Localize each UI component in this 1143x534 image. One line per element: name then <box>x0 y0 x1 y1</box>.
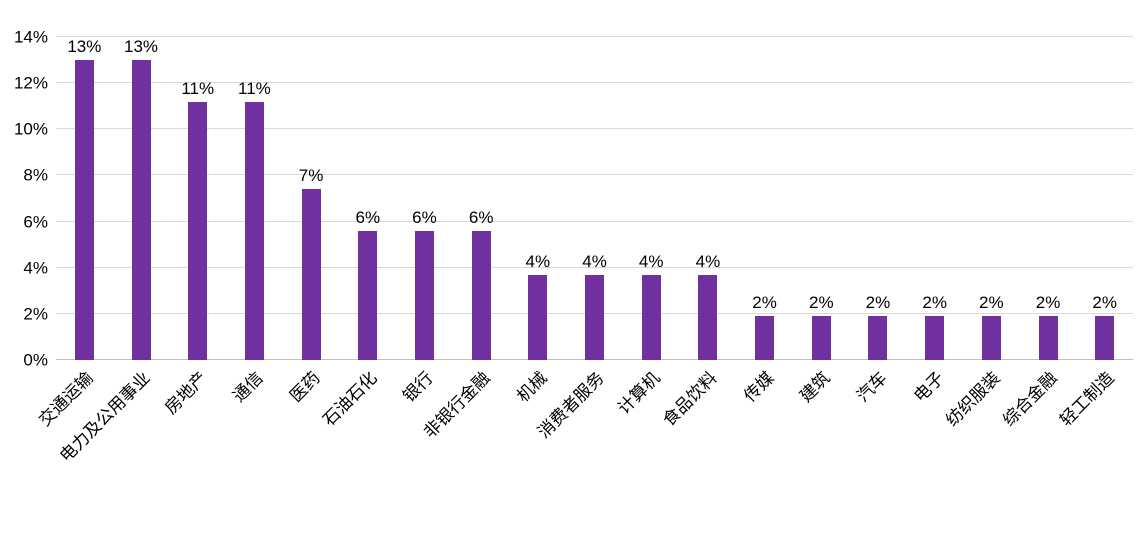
category-label: 机械 <box>513 368 551 406</box>
y-tick-label: 14% <box>13 27 48 47</box>
bar-value-label: 2% <box>865 293 891 313</box>
category-label: 汽车 <box>853 368 891 406</box>
gridline <box>56 266 1133 268</box>
bar-value-label: 13% <box>67 37 102 57</box>
bar <box>301 189 321 360</box>
bar-column: 2% 综合金融 <box>999 37 1077 430</box>
bar-value-label: 2% <box>752 293 777 313</box>
category-label: 医药 <box>286 368 324 406</box>
category-label: 传媒 <box>739 368 778 406</box>
bar-value-label: 4% <box>695 251 721 271</box>
bar <box>868 316 888 360</box>
bar-column: 2% 电子 <box>906 37 963 406</box>
bar <box>131 60 151 360</box>
y-axis: 0% 2% 4% 6% 8% 10% 12% 14% <box>0 29 56 369</box>
bar-column: 2% 纺织服装 <box>943 37 1020 430</box>
category-label: 石油石化 <box>318 368 381 430</box>
bar-value-label: 6% <box>412 207 437 227</box>
bar <box>188 101 208 360</box>
bar-value-label: 4% <box>582 251 607 271</box>
bar <box>811 316 831 360</box>
bar <box>1038 316 1058 360</box>
category-label: 纺织服装 <box>942 368 1005 430</box>
bar <box>471 230 491 360</box>
bar <box>925 316 945 360</box>
bar <box>981 316 1001 360</box>
bar <box>74 60 94 360</box>
bar-column: 2% 传媒 <box>736 37 793 406</box>
bar <box>244 101 264 360</box>
gridline <box>56 82 1133 84</box>
bar-value-label: 4% <box>525 251 551 271</box>
bar-column: 6% 非银行金融 <box>420 37 510 442</box>
y-tick-label: 12% <box>13 73 48 93</box>
bar-value-label: 2% <box>1035 293 1061 313</box>
bar <box>755 316 775 360</box>
bar-column: 4% 食品饮料 <box>659 37 737 430</box>
gridline <box>56 220 1133 222</box>
y-tick-label: 6% <box>23 212 48 232</box>
y-tick-label: 8% <box>23 165 48 185</box>
bar-value-label: 11% <box>181 78 215 98</box>
bar-value-label: 2% <box>979 293 1004 313</box>
bar-value-label: 4% <box>638 251 664 271</box>
bar-column: 4% 机械 <box>510 37 567 406</box>
bar-column: 7% 医药 <box>283 37 340 405</box>
bar-value-label: 6% <box>468 207 494 227</box>
bar-column: 2% 建筑 <box>793 37 850 406</box>
bar-value-label: 2% <box>808 293 834 313</box>
bar-value-label: 7% <box>298 166 324 186</box>
y-tick-label: 4% <box>23 258 48 278</box>
plot-area: 13% 交通运输 13% 电力及公用事业 11% 房地产 11% 通信 7% 医药 6% 石油石化 6%… <box>36 36 1133 466</box>
category-label: 食品饮料 <box>659 368 721 430</box>
bar <box>358 230 378 360</box>
category-label: 计算机 <box>614 368 664 418</box>
bar-column: 11% 房地产 <box>161 37 226 418</box>
bar-value-label: 11% <box>238 78 271 98</box>
category-label: 建筑 <box>796 368 835 406</box>
bar-value-label: 6% <box>355 207 381 227</box>
bar <box>414 230 434 360</box>
bar-column: 6% 石油石化 <box>319 37 396 430</box>
y-tick-label: 2% <box>23 304 48 324</box>
bar-column: 13% 交通运输 <box>36 37 113 430</box>
bar-column: 11% 通信 <box>226 37 283 406</box>
bar-value-label: 13% <box>124 37 159 57</box>
bar-column: 13% 电力及公用事业 <box>56 37 170 466</box>
bar-column: 2% 汽车 <box>850 37 907 406</box>
bar-columns: 13% 交通运输 13% 电力及公用事业 11% 房地产 11% 通信 7% 医药 6% 石油石化 6%… <box>36 37 1133 466</box>
gridline <box>56 128 1133 130</box>
category-label: 银行 <box>399 368 438 406</box>
category-label: 房地产 <box>160 368 211 418</box>
bar-column: 2% 轻工制造 <box>1056 37 1133 430</box>
bar <box>585 274 605 360</box>
bar <box>528 274 548 360</box>
gridline <box>56 174 1133 176</box>
category-label: 通信 <box>229 368 268 406</box>
bar-column: 6% 银行 <box>396 37 453 406</box>
category-label: 电子 <box>909 368 948 406</box>
bar-column: 4% 消费者服务 <box>534 37 623 442</box>
y-tick-label: 0% <box>23 350 48 370</box>
bar <box>641 274 661 360</box>
bar-column: 4% 计算机 <box>614 37 680 418</box>
bar <box>1095 316 1115 360</box>
bar-value-label: 2% <box>922 293 947 313</box>
bar-value-label: 2% <box>1092 293 1117 313</box>
gridline <box>56 36 1133 37</box>
y-tick-label: 10% <box>13 119 48 139</box>
category-label: 综合金融 <box>999 368 1061 430</box>
bar <box>698 274 718 360</box>
category-label: 轻工制造 <box>1055 368 1118 430</box>
